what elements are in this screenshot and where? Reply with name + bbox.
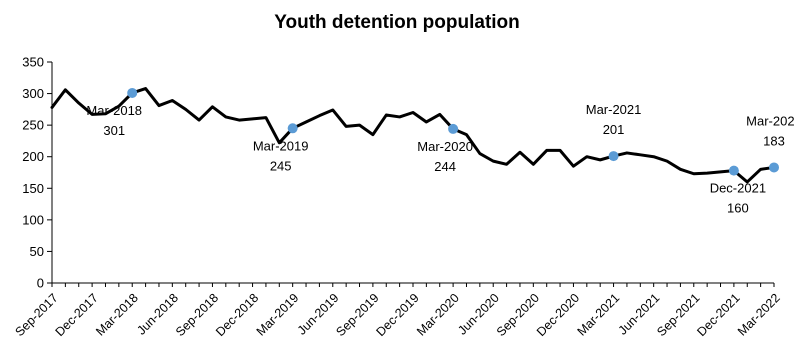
- y-tick-label: 100: [22, 212, 44, 227]
- annotation-value: 244: [434, 159, 456, 174]
- highlight-point: [769, 162, 779, 173]
- x-tick-label: Sep-2021: [654, 291, 702, 339]
- x-tick-label: Sep-2020: [494, 291, 542, 339]
- y-tick-label: 200: [22, 149, 44, 164]
- highlight-point: [448, 123, 459, 134]
- y-axis: 0 50 100 150 200 250 300 350: [22, 55, 53, 291]
- series-line: [50, 87, 776, 184]
- highlight-point: [608, 151, 619, 162]
- x-tick-label: Sep-2019: [333, 291, 381, 339]
- annotation-value: 245: [270, 158, 292, 173]
- plot-area: Mar-2018 301 Mar-2019 245 Mar-2020 244 Mar-202…: [50, 87, 795, 216]
- annotation-label: Mar-2022: [746, 113, 795, 128]
- y-tick-label: 150: [22, 181, 44, 196]
- x-tick-label: Dec-2018: [213, 291, 261, 339]
- annotation-value: 183: [763, 133, 785, 148]
- highlight-point: [287, 123, 298, 134]
- annotation-value: 201: [603, 122, 625, 137]
- annotation-label: Mar-2020: [417, 139, 473, 154]
- annotation-label: Dec-2021: [710, 181, 766, 196]
- x-tick-label: Sep-2018: [173, 291, 221, 339]
- x-axis: Sep-2017Dec-2017Mar-2018Jun-2018Sep-2018…: [13, 282, 783, 339]
- annotation-label: Mar-2021: [586, 102, 642, 117]
- x-tick-label: Mar-2018: [93, 291, 141, 339]
- annotation-label: Mar-2018: [86, 103, 142, 118]
- x-tick-label: Mar-2022: [735, 291, 783, 339]
- y-tick-label: 0: [37, 276, 44, 291]
- x-tick-label: Dec-2017: [53, 291, 101, 339]
- x-tick-label: Sep-2017: [13, 291, 61, 339]
- annotation-value: 160: [727, 201, 749, 216]
- x-tick-label: Mar-2019: [254, 291, 302, 339]
- x-tick-label: Dec-2021: [694, 291, 742, 339]
- y-tick-label: 350: [22, 55, 44, 70]
- x-tick-label: Dec-2020: [534, 291, 582, 339]
- x-tick-label: Mar-2020: [414, 291, 462, 339]
- y-tick-label: 300: [22, 86, 44, 101]
- highlight-point: [127, 87, 138, 98]
- y-tick-label: 50: [30, 244, 44, 259]
- chart-title: Youth detention population: [274, 12, 520, 33]
- highlight-point: [728, 165, 739, 176]
- x-tick-label: Mar-2021: [575, 291, 623, 339]
- x-tick-label: Dec-2019: [374, 291, 422, 339]
- annotation-label: Mar-2019: [253, 138, 309, 153]
- annotation-value: 301: [103, 123, 125, 138]
- y-tick-label: 250: [22, 118, 44, 133]
